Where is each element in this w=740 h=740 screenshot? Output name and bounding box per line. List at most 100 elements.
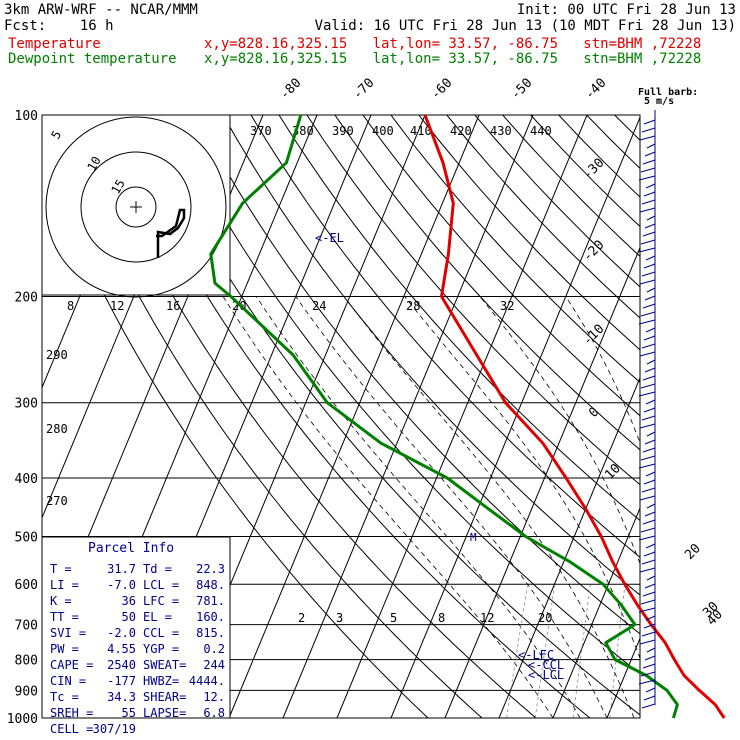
dry-adiabat: [82, 115, 537, 718]
wind-barb: [644, 511, 656, 517]
pressure-label: 800: [15, 654, 38, 669]
parcel-info-key: LI =: [50, 578, 79, 592]
pressure-label: 1000: [7, 712, 38, 727]
theta-e-label: 5: [390, 611, 397, 625]
theta-label: 420: [450, 124, 472, 138]
wind-barb: [639, 207, 656, 213]
wind-barb: [644, 655, 656, 661]
isotherm-line: [715, 115, 740, 718]
parcel-info-key: CCL =: [143, 626, 179, 640]
wind-barb: [645, 471, 656, 477]
dry-adiabat: [530, 115, 640, 228]
parcel-info-value: -2.0: [107, 626, 136, 640]
isotherm-right-label: -30: [580, 156, 607, 183]
parcel-info-value: 12.: [203, 690, 225, 704]
parcel-info-key: YGP =: [143, 642, 179, 656]
dry-adiabat: [306, 115, 640, 486]
isotherm-right-label: -20: [580, 238, 607, 265]
wind-barb: [646, 359, 656, 365]
wind-barbs: [638, 110, 656, 709]
wind-barb: [642, 591, 656, 597]
wind-barb: [645, 399, 656, 405]
parcel-info-key: PW =: [50, 642, 79, 656]
isotherm-top-label: -40: [582, 76, 609, 103]
barb-legend-value: 5 m/s: [644, 96, 674, 107]
dry-adiabat: [334, 115, 640, 451]
wind-barb: [638, 679, 656, 685]
model-title: 3km ARW-WRF -- NCAR/MMM: [4, 2, 198, 18]
dry-adiabat: [502, 115, 640, 258]
dewpoint-legend: Dewpoint temperature: [8, 51, 177, 67]
theta-label: 440: [530, 124, 552, 138]
pressure-label: 200: [15, 291, 38, 306]
theta-label: 410: [410, 124, 432, 138]
dry-adiabat: [278, 115, 640, 522]
dry-adiabat: [54, 115, 483, 718]
parcel-info-key: LCL =: [143, 578, 179, 592]
pressure-label: 100: [15, 109, 38, 124]
dry-adiabat: [138, 115, 640, 716]
mixing-ratio-label: 8: [67, 299, 74, 313]
isotherm-top-label: -80: [277, 76, 304, 103]
wind-barb: [641, 271, 656, 277]
parcel-info-value: 6.8: [203, 706, 225, 720]
wind-barb: [641, 199, 656, 205]
parcel-info-value: 36: [122, 594, 136, 608]
parcel-info-value: 4.55: [107, 642, 136, 656]
temperature-legend: Temperature: [8, 36, 101, 52]
wind-barb: [640, 311, 656, 317]
parcel-info-key: Td =: [143, 562, 172, 576]
theta-e-label: 2: [298, 611, 305, 625]
wind-barb: [645, 183, 656, 189]
isotherm-line: [661, 115, 740, 718]
mixing-ratio-label: 16: [166, 299, 180, 313]
parcel-info-key: LAPSE=: [143, 706, 186, 720]
dry-adiabat: [418, 115, 640, 351]
pressure-label: 500: [15, 530, 38, 545]
theta-left-label: 280: [46, 422, 68, 436]
parcel-info-key: K =: [50, 594, 72, 608]
parcel-info-value: 4444.: [189, 674, 225, 688]
wind-barb: [643, 623, 656, 629]
wind-barb: [639, 135, 656, 141]
parcel-info-panel: [41, 536, 231, 719]
dry-adiabat: [250, 115, 640, 558]
wind-barb: [640, 239, 656, 245]
dry-adiabat: [194, 115, 640, 635]
wind-barb: [642, 519, 656, 525]
wind-barb: [638, 391, 656, 397]
isotherm-line: [606, 637, 640, 718]
init-time: Init: 00 UTC Fri 28 Jun 13: [516, 2, 736, 18]
wind-barb: [640, 599, 656, 605]
wind-barb: [641, 631, 656, 637]
wind-barb: [645, 543, 656, 549]
wind-barb: [642, 303, 656, 309]
parcel-info-key: TT =: [50, 610, 79, 624]
pressure-label: 600: [15, 578, 38, 593]
wind-barb: [642, 447, 656, 453]
isotherm-line: [444, 246, 640, 718]
parcel-info-key: EL =: [143, 610, 172, 624]
wind-barb: [645, 327, 656, 333]
parcel-info-value: 815.: [196, 626, 225, 640]
theta-e-label: 20: [538, 611, 552, 625]
theta-e-label: 3: [336, 611, 343, 625]
hodograph-ring: [45, 116, 227, 298]
wind-barb: [643, 119, 656, 125]
parcel-info-key: T =: [50, 562, 72, 576]
wind-barb: [645, 255, 656, 261]
ccl-marker: <-CCL: [528, 658, 564, 672]
lfc-marker: <-LFC: [518, 648, 554, 662]
temperature-line: [423, 114, 726, 719]
wind-barb: [640, 383, 656, 389]
pressure-label: 300: [15, 397, 38, 412]
dry-adiabat: [222, 115, 640, 596]
mixing-ratio-label: 28: [406, 299, 420, 313]
wind-barb: [640, 167, 656, 173]
wind-barb: [640, 455, 656, 461]
isotherm-line: [552, 506, 640, 718]
wind-barb: [644, 295, 656, 301]
moist-adiabat: [565, 296, 640, 444]
temperature-location: x,y=828.16,325.15 lat,lon= 33.57, -86.75…: [204, 36, 702, 52]
wind-barb: [642, 231, 656, 237]
